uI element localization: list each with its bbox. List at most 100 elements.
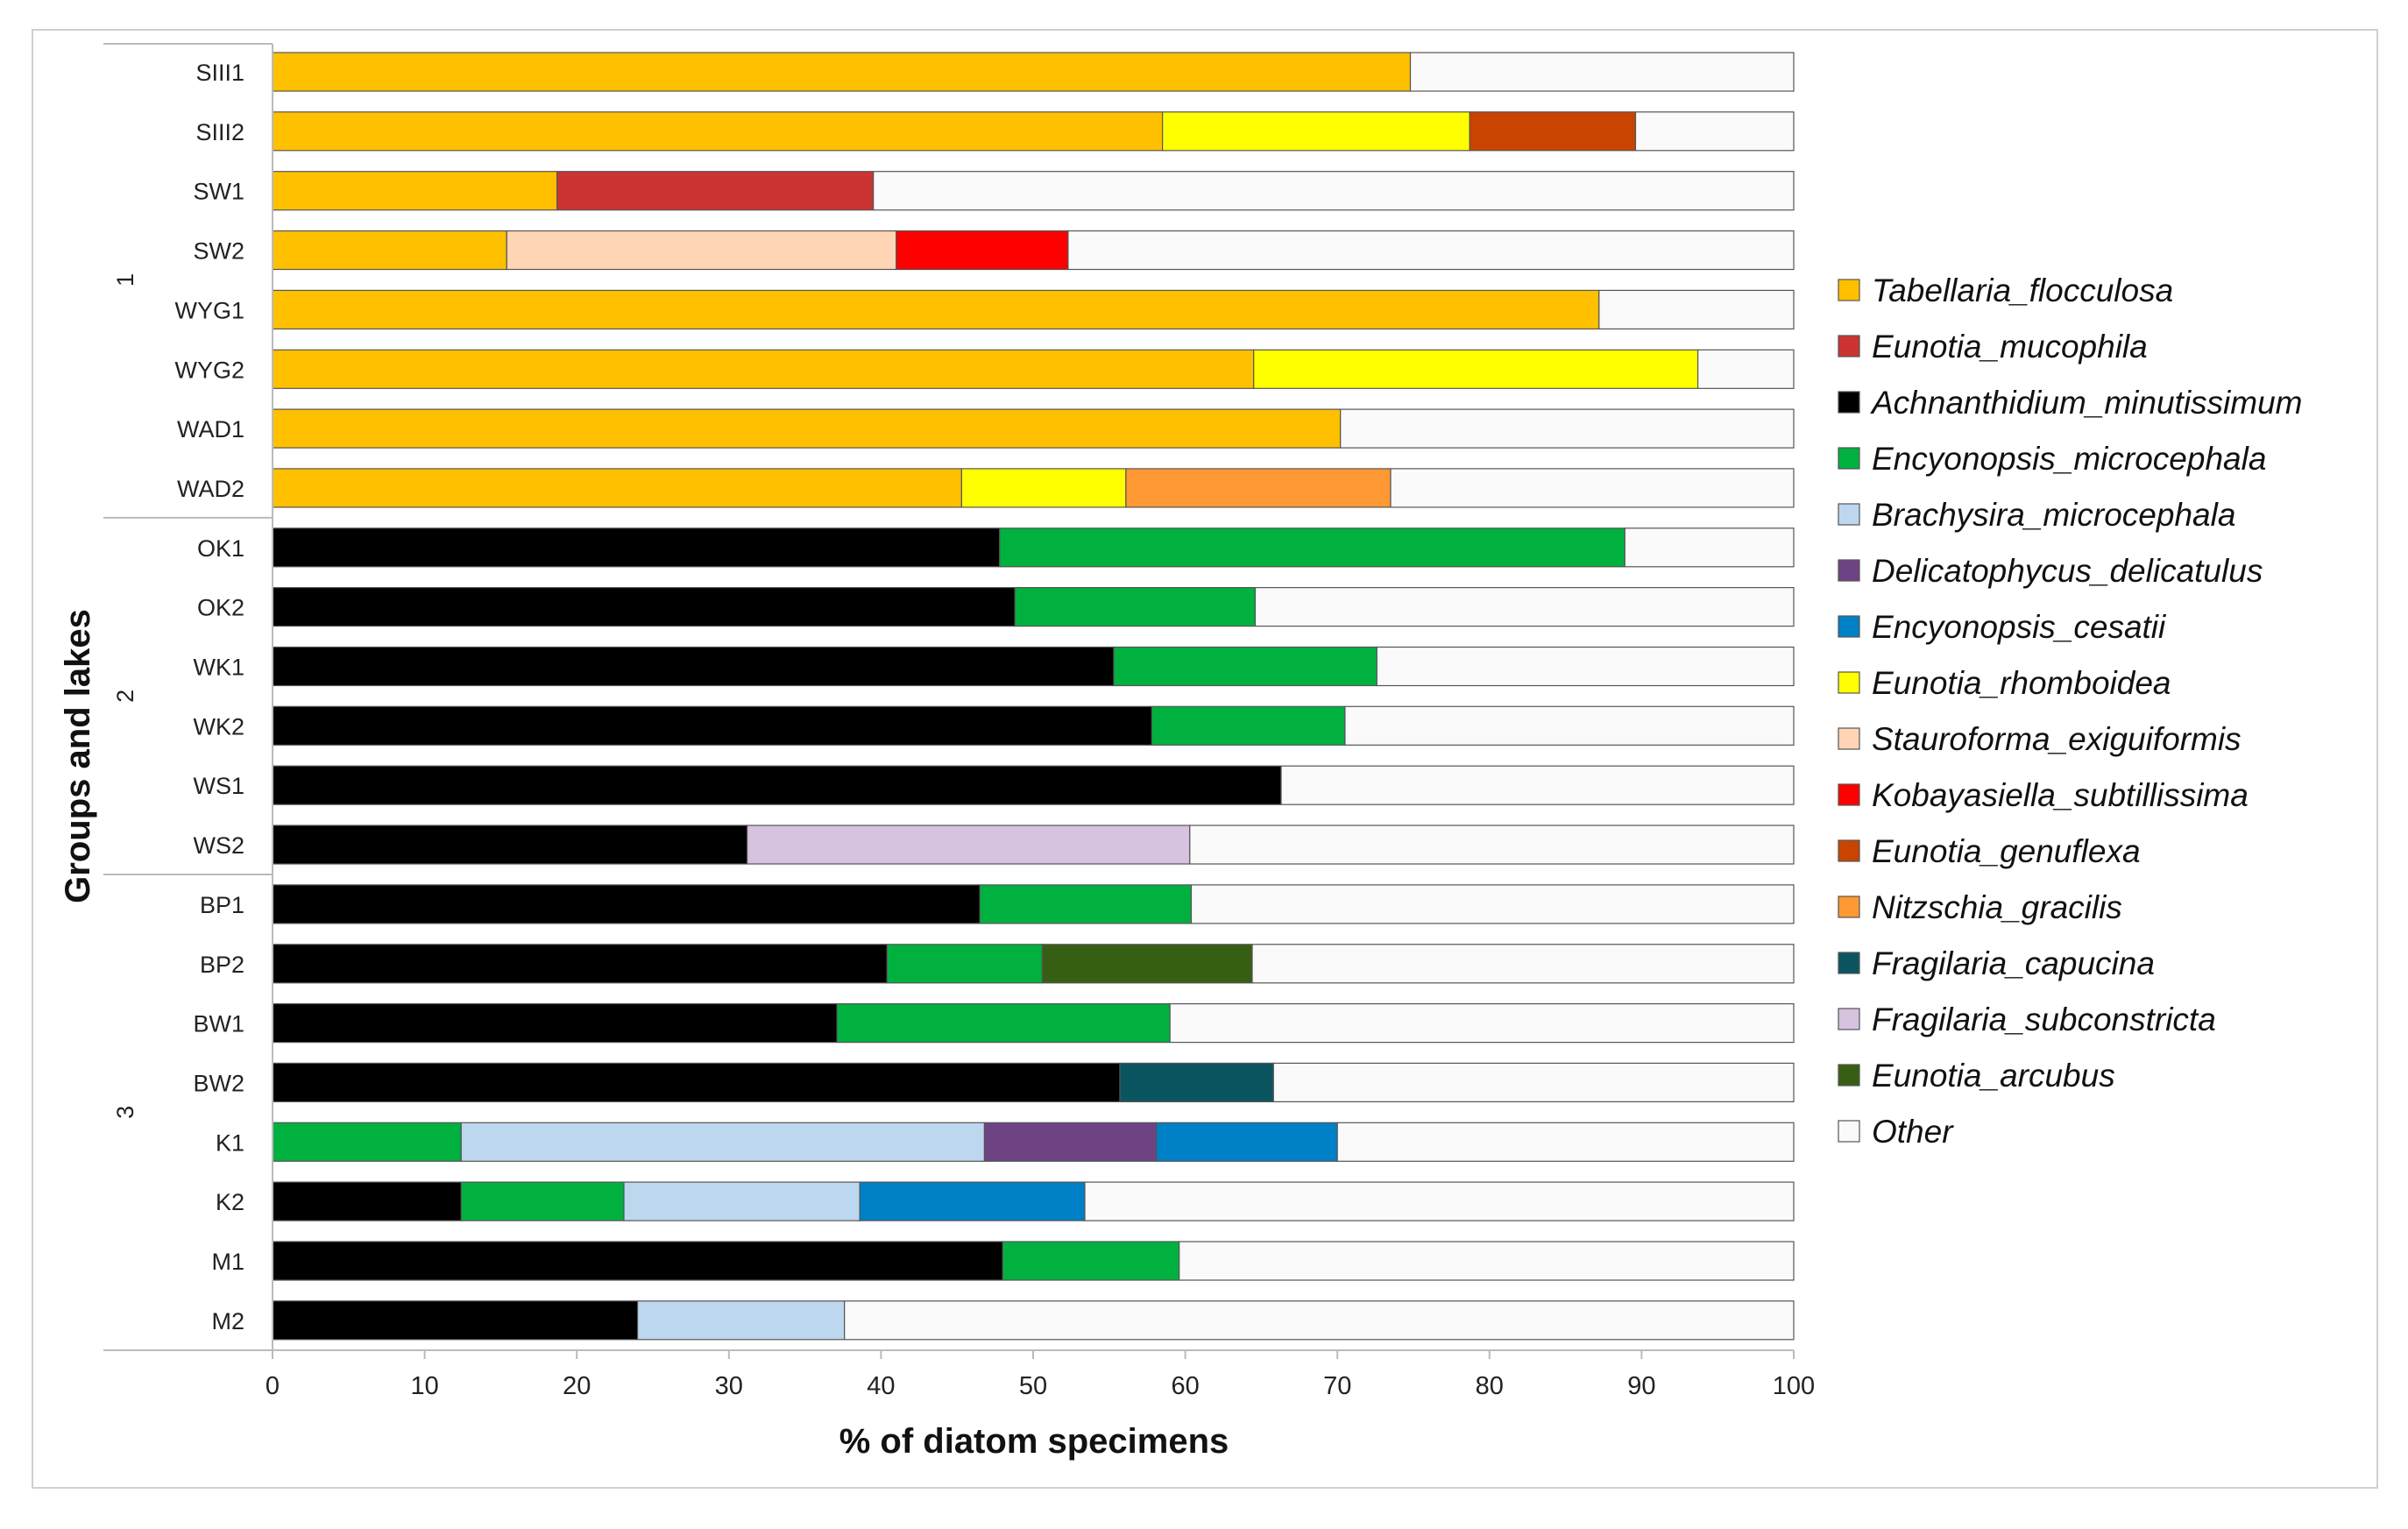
legend-item-stauroforma-exiguiformis: Stauroforma_exiguiformis <box>1838 721 2242 757</box>
bar-segment-sw2-other <box>1067 230 1795 271</box>
x-tick-label-50: 50 <box>1019 1372 1047 1400</box>
bar-segment-wad2-eunotia-rhomboidea <box>960 468 1127 508</box>
legend-item-encyonopsis-cesatii: Encyonopsis_cesatii <box>1838 609 2167 645</box>
category-label-wk2: WK2 <box>193 713 244 740</box>
bars-layer <box>272 52 1795 1341</box>
legend-item-eunotia-rhomboidea: Eunotia_rhomboidea <box>1838 665 2171 701</box>
legend-label: Fragilaria_capucina <box>1872 945 2155 981</box>
legend-swatch <box>1838 615 1860 638</box>
legend-item-encyonopsis-microcephala: Encyonopsis_microcephala <box>1838 441 2266 477</box>
category-label-bw2: BW2 <box>193 1070 244 1096</box>
x-tick-label-40: 40 <box>867 1372 895 1400</box>
bar-segment-bp1-other <box>1190 884 1795 924</box>
category-label-k2: K2 <box>216 1189 244 1215</box>
bar-segment-bp2-eunotia-arcubus <box>1041 944 1253 984</box>
bar-segment-wad2-other <box>1390 468 1795 508</box>
bar-row-ok1 <box>272 527 1795 568</box>
legend-label: Kobayasiella_subtillissima <box>1872 777 2249 813</box>
bar-row-bw1 <box>272 1002 1795 1044</box>
legend: Tabellaria_flocculosa Eunotia_mucophila Ac… <box>1838 273 2302 1150</box>
bar-segment-wyg1-tabellaria-flocculosa <box>272 289 1600 329</box>
group-label-3: 3 <box>112 1106 138 1119</box>
legend-swatch <box>1838 391 1860 414</box>
bar-row-wad2 <box>272 468 1795 508</box>
category-label-bp1: BP1 <box>200 892 244 918</box>
x-tick-label-20: 20 <box>563 1372 591 1400</box>
category-label-ok1: OK1 <box>197 535 244 562</box>
legend-item-other: Other <box>1838 1114 1954 1150</box>
bar-segment-siii2-tabellaria-flocculosa <box>272 111 1164 152</box>
category-label-ws1: WS1 <box>193 773 244 799</box>
bar-segment-siii2-eunotia-genuflexa <box>1469 111 1636 152</box>
bar-segment-k1-encyonopsis-microcephala <box>272 1122 462 1162</box>
legend-label: Achnanthidium_minutissimum <box>1870 385 2302 421</box>
legend-swatch <box>1838 1008 1860 1030</box>
x-tick-label-0: 0 <box>266 1372 280 1400</box>
legend-label: Eunotia_rhomboidea <box>1872 665 2171 701</box>
legend-swatch <box>1838 727 1860 750</box>
bar-row-k1 <box>272 1122 1795 1162</box>
bar-segment-k2-achnanthidium-minutissimum <box>272 1181 462 1221</box>
bar-row-wk2 <box>272 705 1795 746</box>
legend-swatch <box>1838 1064 1860 1087</box>
bar-segment-wyg2-eunotia-rhomboidea <box>1253 349 1699 389</box>
bar-row-wad1 <box>272 408 1795 449</box>
bar-segment-bw1-achnanthidium-minutissimum <box>272 1002 838 1044</box>
category-label-siii1: SIII1 <box>195 60 244 86</box>
y-axis-title: Groups and lakes <box>59 609 97 903</box>
legend-item-kobayasiella-subtillissima: Kobayasiella_subtillissima <box>1838 777 2249 813</box>
bar-row-siii2 <box>272 111 1795 152</box>
bar-segment-bp1-achnanthidium-minutissimum <box>272 884 981 924</box>
bar-row-ws2 <box>272 825 1795 865</box>
bar-row-bp2 <box>272 944 1795 984</box>
x-tick-label-30: 30 <box>715 1372 743 1400</box>
bar-segment-ok2-achnanthidium-minutissimum <box>272 586 1016 627</box>
category-label-wyg2: WYG2 <box>174 357 244 383</box>
bar-segment-siii2-other <box>1634 111 1795 152</box>
bar-row-wyg2 <box>272 349 1795 389</box>
legend-label: Eunotia_genuflexa <box>1872 833 2141 869</box>
bar-row-wyg1 <box>272 289 1795 329</box>
bar-segment-ok1-encyonopsis-microcephala <box>999 527 1625 568</box>
bar-segment-sw1-eunotia-mucophila <box>556 171 875 211</box>
legend-item-achnanthidium-minutissimum: Achnanthidium_minutissimum <box>1838 385 2302 421</box>
bar-segment-k2-brachysira-microcephala <box>623 1181 861 1221</box>
bar-segment-siii2-eunotia-rhomboidea <box>1161 111 1470 152</box>
bar-segment-wk1-achnanthidium-minutissimum <box>272 646 1115 687</box>
legend-item-tabellaria-flocculosa: Tabellaria_flocculosa <box>1838 273 2173 308</box>
bar-segment-wk1-other <box>1376 646 1795 687</box>
bar-segment-bp1-encyonopsis-microcephala <box>979 884 1193 924</box>
legend-swatch <box>1838 839 1860 862</box>
bar-segment-m1-achnanthidium-minutissimum <box>272 1241 1003 1281</box>
category-label-wyg1: WYG1 <box>174 297 244 323</box>
bar-segment-bw2-other <box>1272 1062 1795 1103</box>
bar-segment-bp2-other <box>1251 944 1795 984</box>
legend-item-fragilaria-subconstricta: Fragilaria_subconstricta <box>1838 1002 2216 1037</box>
category-label-sw2: SW2 <box>193 238 244 265</box>
legend-label: Encyonopsis_cesatii <box>1872 609 2167 645</box>
legend-swatch <box>1838 447 1860 470</box>
bar-segment-k2-encyonopsis-cesatii <box>859 1181 1086 1221</box>
legend-item-eunotia-genuflexa: Eunotia_genuflexa <box>1838 833 2141 869</box>
category-label-ws2: WS2 <box>193 832 244 859</box>
bar-segment-wad2-nitzschia-gracilis <box>1125 468 1392 508</box>
legend-label: Stauroforma_exiguiformis <box>1872 721 2242 757</box>
legend-label: Fragilaria_subconstricta <box>1872 1002 2216 1037</box>
category-label-k1: K1 <box>216 1129 244 1156</box>
bar-segment-sw1-tabellaria-flocculosa <box>272 171 558 211</box>
bar-segment-bp2-achnanthidium-minutissimum <box>272 944 888 984</box>
bar-row-m2 <box>272 1300 1795 1341</box>
bar-segment-m2-brachysira-microcephala <box>636 1300 846 1341</box>
legend-swatch <box>1838 559 1860 582</box>
bar-segment-m2-achnanthidium-minutissimum <box>272 1300 639 1341</box>
legend-item-nitzschia-gracilis: Nitzschia_gracilis <box>1838 889 2122 925</box>
legend-label: Eunotia_mucophila <box>1872 329 2148 365</box>
category-label-wk1: WK1 <box>193 655 244 681</box>
x-tick-label-60: 60 <box>1171 1372 1199 1400</box>
bar-row-wk1 <box>272 646 1795 687</box>
bar-segment-siii1-tabellaria-flocculosa <box>272 52 1412 92</box>
bar-segment-sw2-kobayasiella-subtillissima <box>896 230 1069 271</box>
bar-segment-k2-encyonopsis-microcephala <box>460 1181 625 1221</box>
group-label-1: 1 <box>112 273 138 287</box>
